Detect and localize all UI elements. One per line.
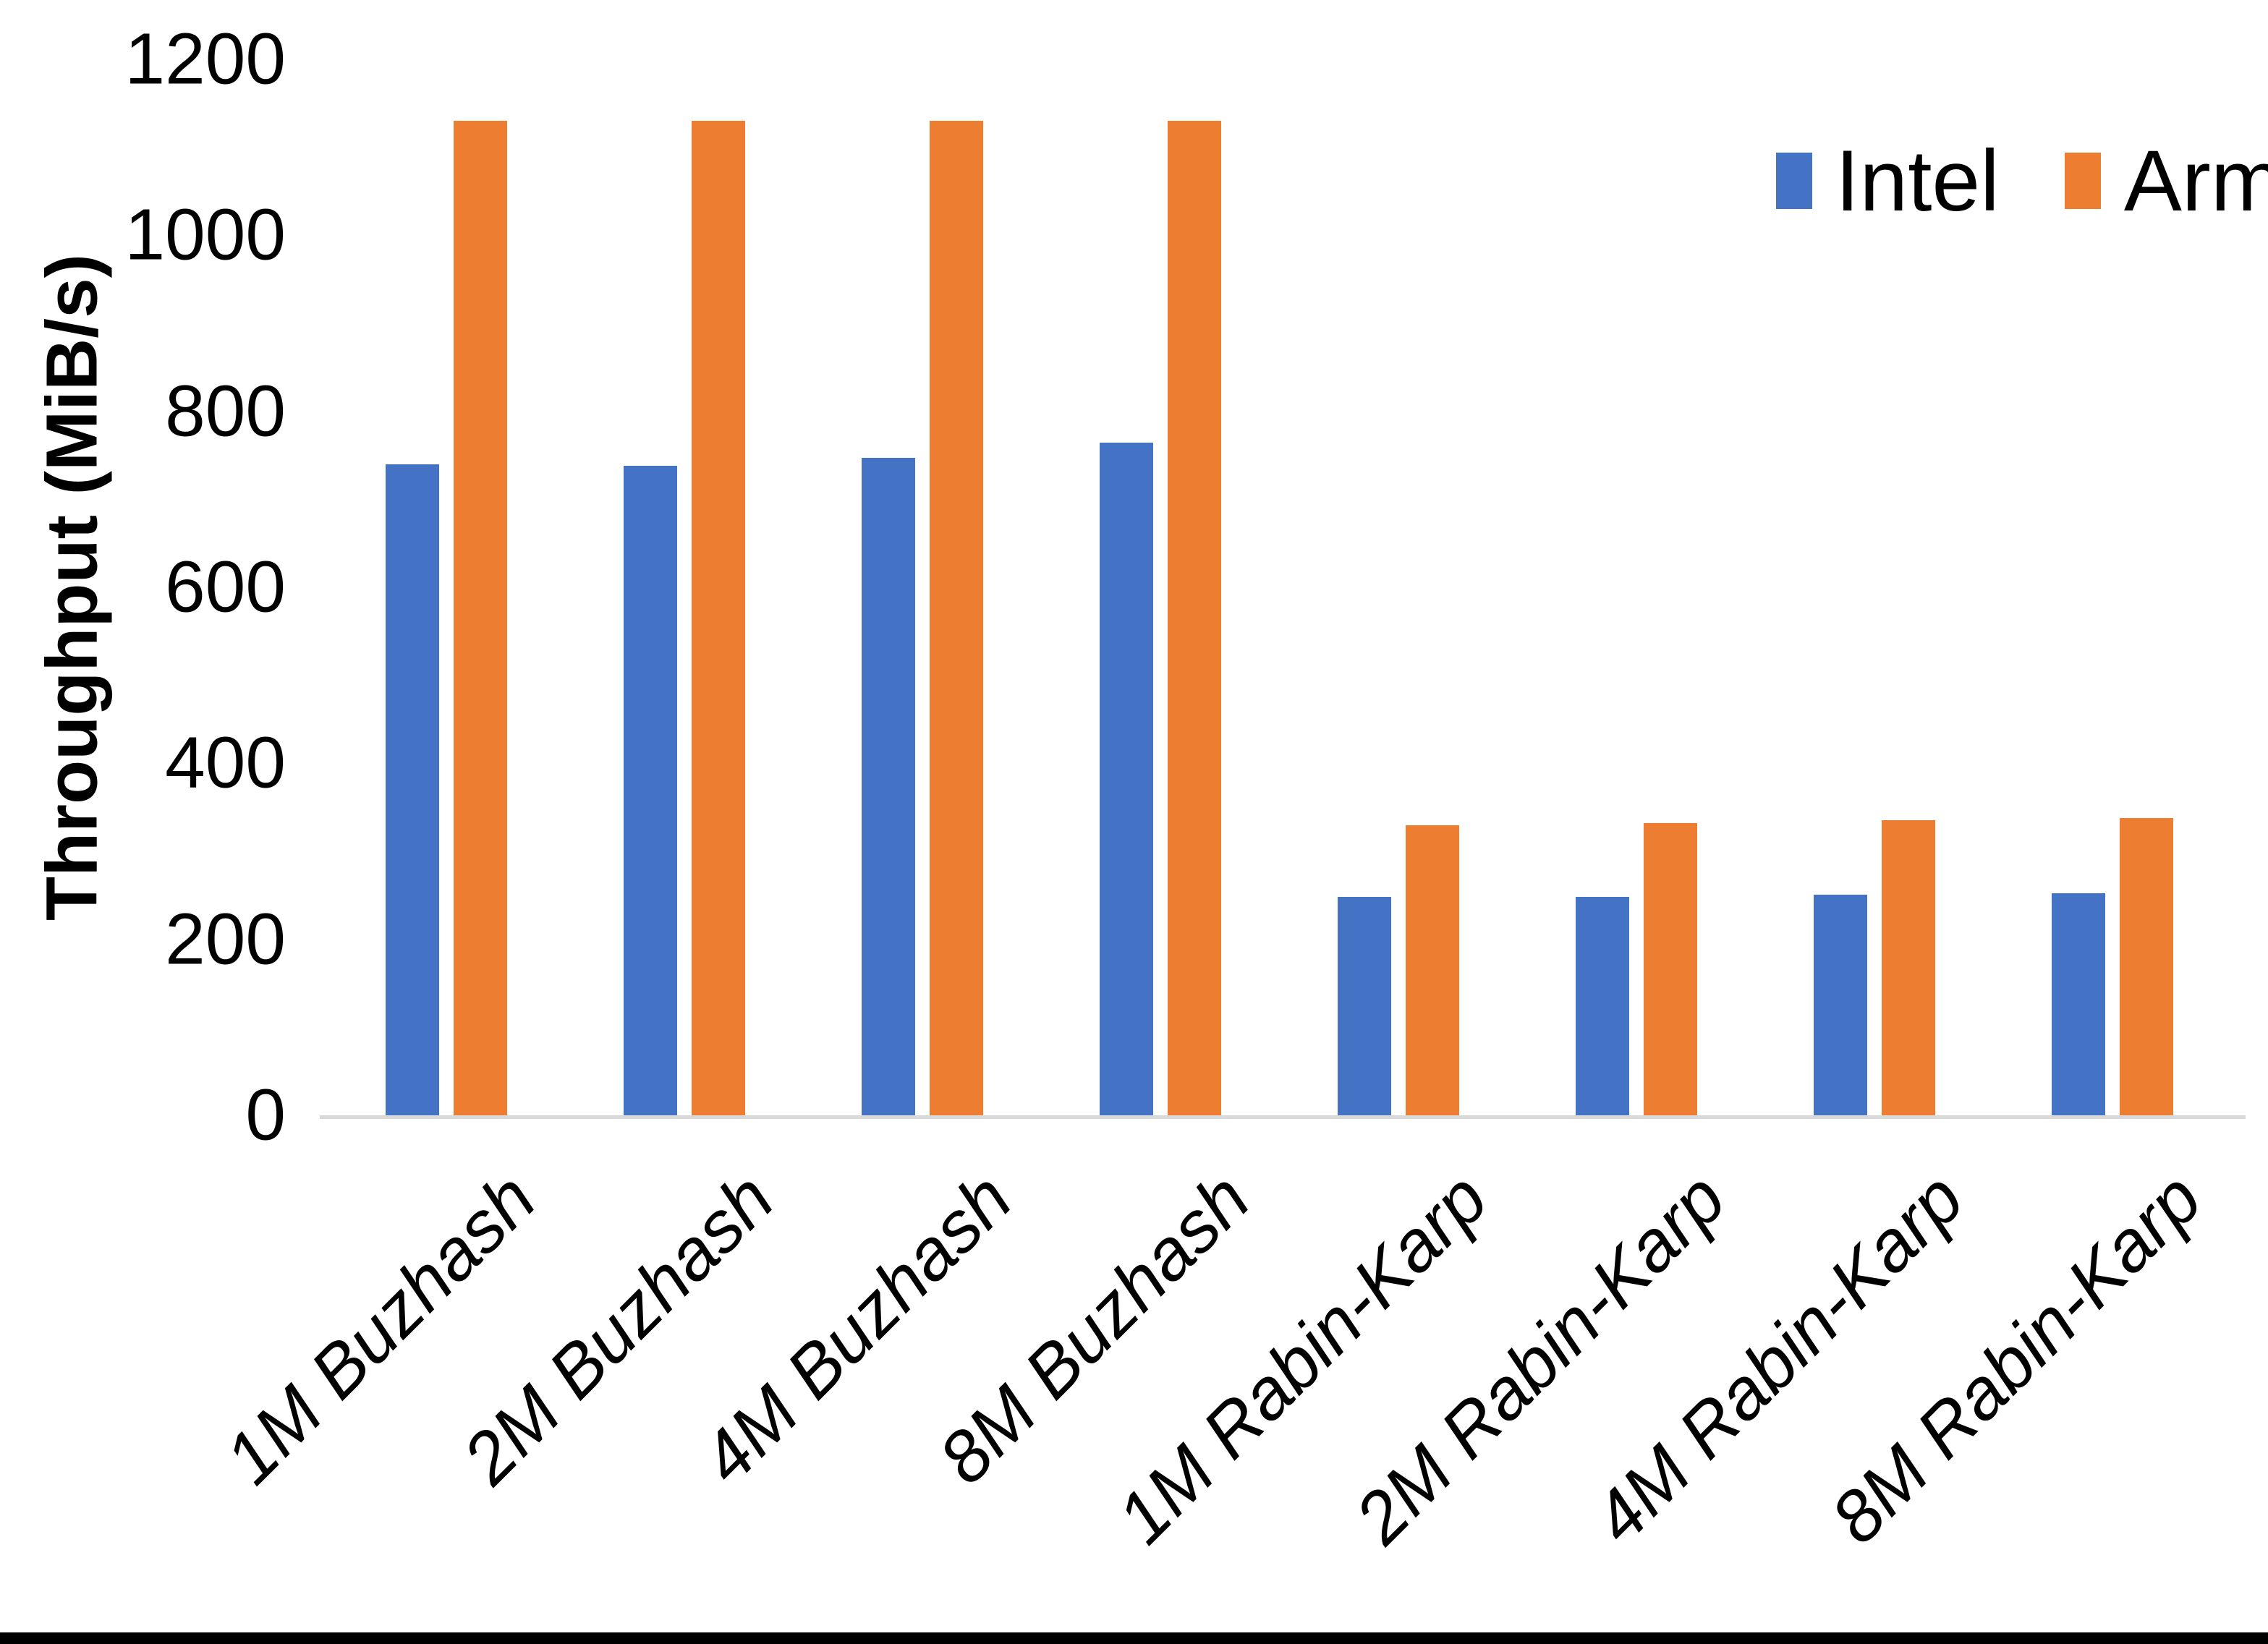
y-tick-label-1000: 1000 [124,194,286,276]
bar-arm-1m-buzhash [453,121,507,1116]
legend-label-arm: Arm [2123,132,2268,229]
y-tick-label-200: 200 [165,898,286,980]
legend: Intel Arm [1776,137,2268,224]
bar-intel-8m-buzhash [1099,443,1153,1116]
bar-arm-8m-buzhash [1167,121,1221,1116]
bar-intel-1m-rabin-karp [1337,897,1391,1116]
bar-intel-8m-rabin-karp [2051,893,2105,1116]
bar-arm-2m-rabin-karp [1643,823,1697,1116]
bar-arm-4m-rabin-karp [1881,820,1935,1116]
bar-arm-1m-rabin-karp [1405,825,1459,1116]
bar-intel-4m-rabin-karp [1813,894,1867,1116]
legend-label-intel: Intel [1835,132,2000,229]
bar-arm-8m-rabin-karp [2119,817,2173,1116]
y-tick-label-1200: 1200 [124,18,286,100]
bottom-border [0,1632,2268,1644]
bar-intel-1m-buzhash [385,464,439,1116]
arm-series-swatch-icon [2064,153,2101,209]
bar-intel-2m-buzhash [623,466,677,1116]
legend-item-intel[interactable]: Intel [1776,137,2000,224]
x-axis-line [320,1115,2246,1119]
bar-intel-4m-buzhash [861,458,915,1116]
y-tick-label-600: 600 [165,546,286,628]
legend-item-arm[interactable]: Arm [2064,132,2268,229]
bar-arm-4m-buzhash [929,121,983,1116]
y-tick-label-800: 800 [165,370,286,452]
bar-intel-2m-rabin-karp [1575,897,1629,1116]
bar-arm-2m-buzhash [691,121,745,1116]
intel-series-swatch-icon [1776,153,1812,209]
y-tick-label-0: 0 [245,1074,286,1156]
y-tick-label-400: 400 [165,722,286,804]
